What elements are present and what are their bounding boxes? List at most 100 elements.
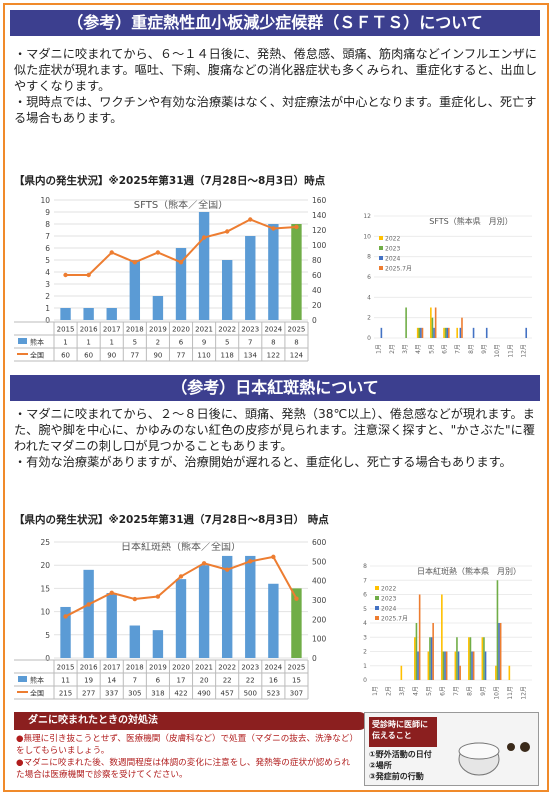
sfts-annual-line-point-2020 [178, 260, 184, 265]
sfts-annual-table-bar-value: 8 [294, 339, 298, 347]
jsf-annual-line-point-2020 [178, 574, 184, 579]
jsf-annual-right-tick: 200 [312, 615, 327, 624]
sfts-monthly-month-label: 9月 [481, 344, 488, 354]
consult-item-1: ①野外活動の日付 [369, 750, 432, 759]
jsf-annual-bar-2018 [129, 625, 141, 658]
jsf-annual-category-label: 2015 [57, 664, 75, 672]
jsf-annual-table-line-value: 457 [220, 690, 233, 698]
jsf-annual-table-bar-value: 17 [177, 677, 186, 685]
sfts-monthly-y-tick: 4 [367, 294, 371, 301]
jsf-monthly-legend-label: 2025.7月 [381, 616, 408, 623]
advice-list: ●無理に引き抜こうとせず、医療機関（皮膚科など）で処置（マダニの抜去、洗浄など）… [16, 733, 356, 781]
sfts-annual-left-tick: 1 [45, 304, 50, 313]
sfts-annual-bar-2024 [268, 224, 279, 320]
sfts-annual-line-point-2022 [224, 229, 230, 234]
sfts-monthly-legend-swatch [379, 266, 383, 270]
jsf-monthly-bar-2025.7月-5月 [432, 623, 434, 680]
jsf-annual-table-bar-value: 19 [84, 677, 93, 685]
jsf-annual-table-bar-value: 7 [133, 677, 137, 685]
sfts-monthly-legend-label: 2022 [385, 236, 400, 243]
jsf-monthly-bar-2022-8月 [468, 637, 470, 680]
jsf-monthly-legend-label: 2022 [381, 586, 396, 593]
jsf-annual-category-label: 2022 [218, 664, 236, 672]
sfts-monthly-bar-2025.7月-7月 [461, 317, 463, 338]
jsf-annual-bar-2023 [245, 555, 256, 658]
sfts-monthly-month-label: 11月 [507, 344, 514, 358]
sfts-annual-right-tick: 160 [312, 196, 327, 205]
jsf-monthly-bar-2023-8月 [469, 637, 472, 680]
jsf-monthly-bar-2023-4月 [415, 623, 418, 680]
sfts-annual-category-label: 2023 [241, 326, 259, 334]
jsf-annual-right-tick: 500 [312, 557, 327, 566]
jsf-monthly-bar-2024-5月 [430, 637, 433, 680]
jsf-annual-right-tick: 600 [312, 538, 327, 547]
jsf-monthly-legend-swatch [375, 596, 379, 600]
sfts-monthly-y-tick: 6 [367, 274, 371, 281]
jsf-annual-line-point-2018 [132, 596, 138, 602]
sfts-monthly-bar-2022-5月 [430, 307, 432, 338]
sfts-monthly-bar-2024-7月 [459, 327, 462, 338]
sfts-monthly-bar-2024-6月 [446, 327, 449, 338]
jsf-annual-table-bar-value: 15 [292, 677, 301, 685]
sfts-monthly-bar-2024-8月 [472, 327, 475, 338]
jsf-annual-table-bar-value: 22 [246, 677, 255, 685]
sfts-annual-right-tick: 0 [312, 316, 317, 325]
jsf-annual-legend-bar-label: 熊本 [30, 676, 44, 685]
jsf-annual-line-point-2021 [201, 561, 207, 566]
jsf-annual-legend-line-label: 全国 [30, 689, 44, 698]
jsf-annual-table-line-value: 277 [82, 690, 95, 698]
jsf-monthly-month-label: 9月 [480, 686, 487, 696]
jsf-annual-line-point-2017 [109, 590, 114, 596]
sfts-annual-category-label: 2021 [195, 326, 213, 334]
jsf-annual-table-line-value: 422 [174, 690, 187, 698]
jsf-monthly-bar-2025.7月-6月 [445, 651, 448, 680]
jsf-description: ・マダニに咬まれてから、２～８日後に、頭痛、発熱（38℃以上）、倦怠感などが現れ… [14, 407, 536, 469]
tick-illustration [458, 742, 530, 776]
jsf-monthly-month-label: 10月 [493, 686, 500, 700]
sfts-annual-table-bar-value: 9 [202, 339, 206, 347]
jsf-monthly-y-tick: 7 [363, 577, 367, 584]
jsf-monthly-bar-2024-8月 [471, 651, 473, 680]
sfts-banner: （参考）重症熱性血小板減少症候群（ＳＦＴＳ）について [10, 10, 540, 36]
jsf-annual-category-label: 2016 [80, 664, 98, 672]
sfts-monthly-legend-swatch [379, 236, 383, 240]
sfts-annual-left-tick: 6 [45, 244, 50, 253]
jsf-monthly-bar-2024-7月 [457, 651, 460, 680]
jsf-annual-table-line-value: 307 [290, 690, 303, 698]
sfts-monthly-month-label: 7月 [455, 344, 462, 354]
jsf-annual-line-point-2025 [294, 596, 299, 601]
jsf-monthly-legend-label: 2024 [381, 606, 396, 613]
sfts-annual-bar-2018 [129, 260, 141, 320]
jsf-annual-table-bar-value: 20 [200, 677, 209, 685]
jsf-monthly-bar-2023-9月 [483, 637, 485, 680]
jsf-monthly-month-label: 12月 [520, 686, 527, 700]
sfts-annual-left-tick: 4 [45, 268, 50, 277]
jsf-monthly-month-label: 4月 [412, 686, 419, 696]
jsf-monthly-y-tick: 1 [363, 663, 367, 670]
jsf-annual-table-line-value: 305 [128, 690, 141, 698]
jsf-monthly-month-label: 8月 [466, 686, 473, 696]
sfts-annual-left-tick: 10 [40, 196, 50, 205]
jsf-monthly-y-tick: 4 [363, 620, 367, 627]
sfts-monthly-y-tick: 0 [367, 335, 371, 342]
sfts-monthly-month-label: 12月 [520, 344, 527, 358]
sfts-annual-legend-bar-swatch [18, 338, 27, 344]
sfts-monthly-legend-label: 2025.7月 [385, 266, 412, 273]
sfts-annual-left-tick: 3 [45, 280, 50, 289]
sfts-annual-table-line-value: 90 [107, 352, 116, 360]
advice-item-1: ●無理に引き抜こうとせず、医療機関（皮膚科など）で処置（マダニの抜去、洗浄など）… [16, 734, 354, 756]
jsf-annual-legend-bar-swatch [18, 676, 27, 682]
sfts-annual-category-label: 2022 [218, 326, 236, 334]
sfts-annual-table-line-value: 90 [153, 352, 162, 360]
sfts-annual-right-tick: 20 [312, 301, 322, 310]
advice-item-2: ●マダニに咬まれた後、数週間程度は体調の変化に注意をし、発熱等の症状が認められた… [16, 758, 351, 780]
jsf-annual-left-tick: 0 [45, 654, 50, 663]
jsf-monthly-bar-2022-11月 [508, 665, 511, 680]
jsf-monthly-bar-2025.7月-4月 [418, 594, 421, 680]
sfts-monthly-y-tick: 10 [363, 233, 371, 240]
sfts-annual-table-line-value: 77 [130, 352, 139, 360]
jsf-annual-category-label: 2021 [195, 664, 213, 672]
sfts-monthly-bar-2023-4月 [418, 327, 421, 338]
jsf-annual-table-line-value: 490 [197, 690, 210, 698]
sfts-annual-bar-2016 [83, 308, 94, 320]
